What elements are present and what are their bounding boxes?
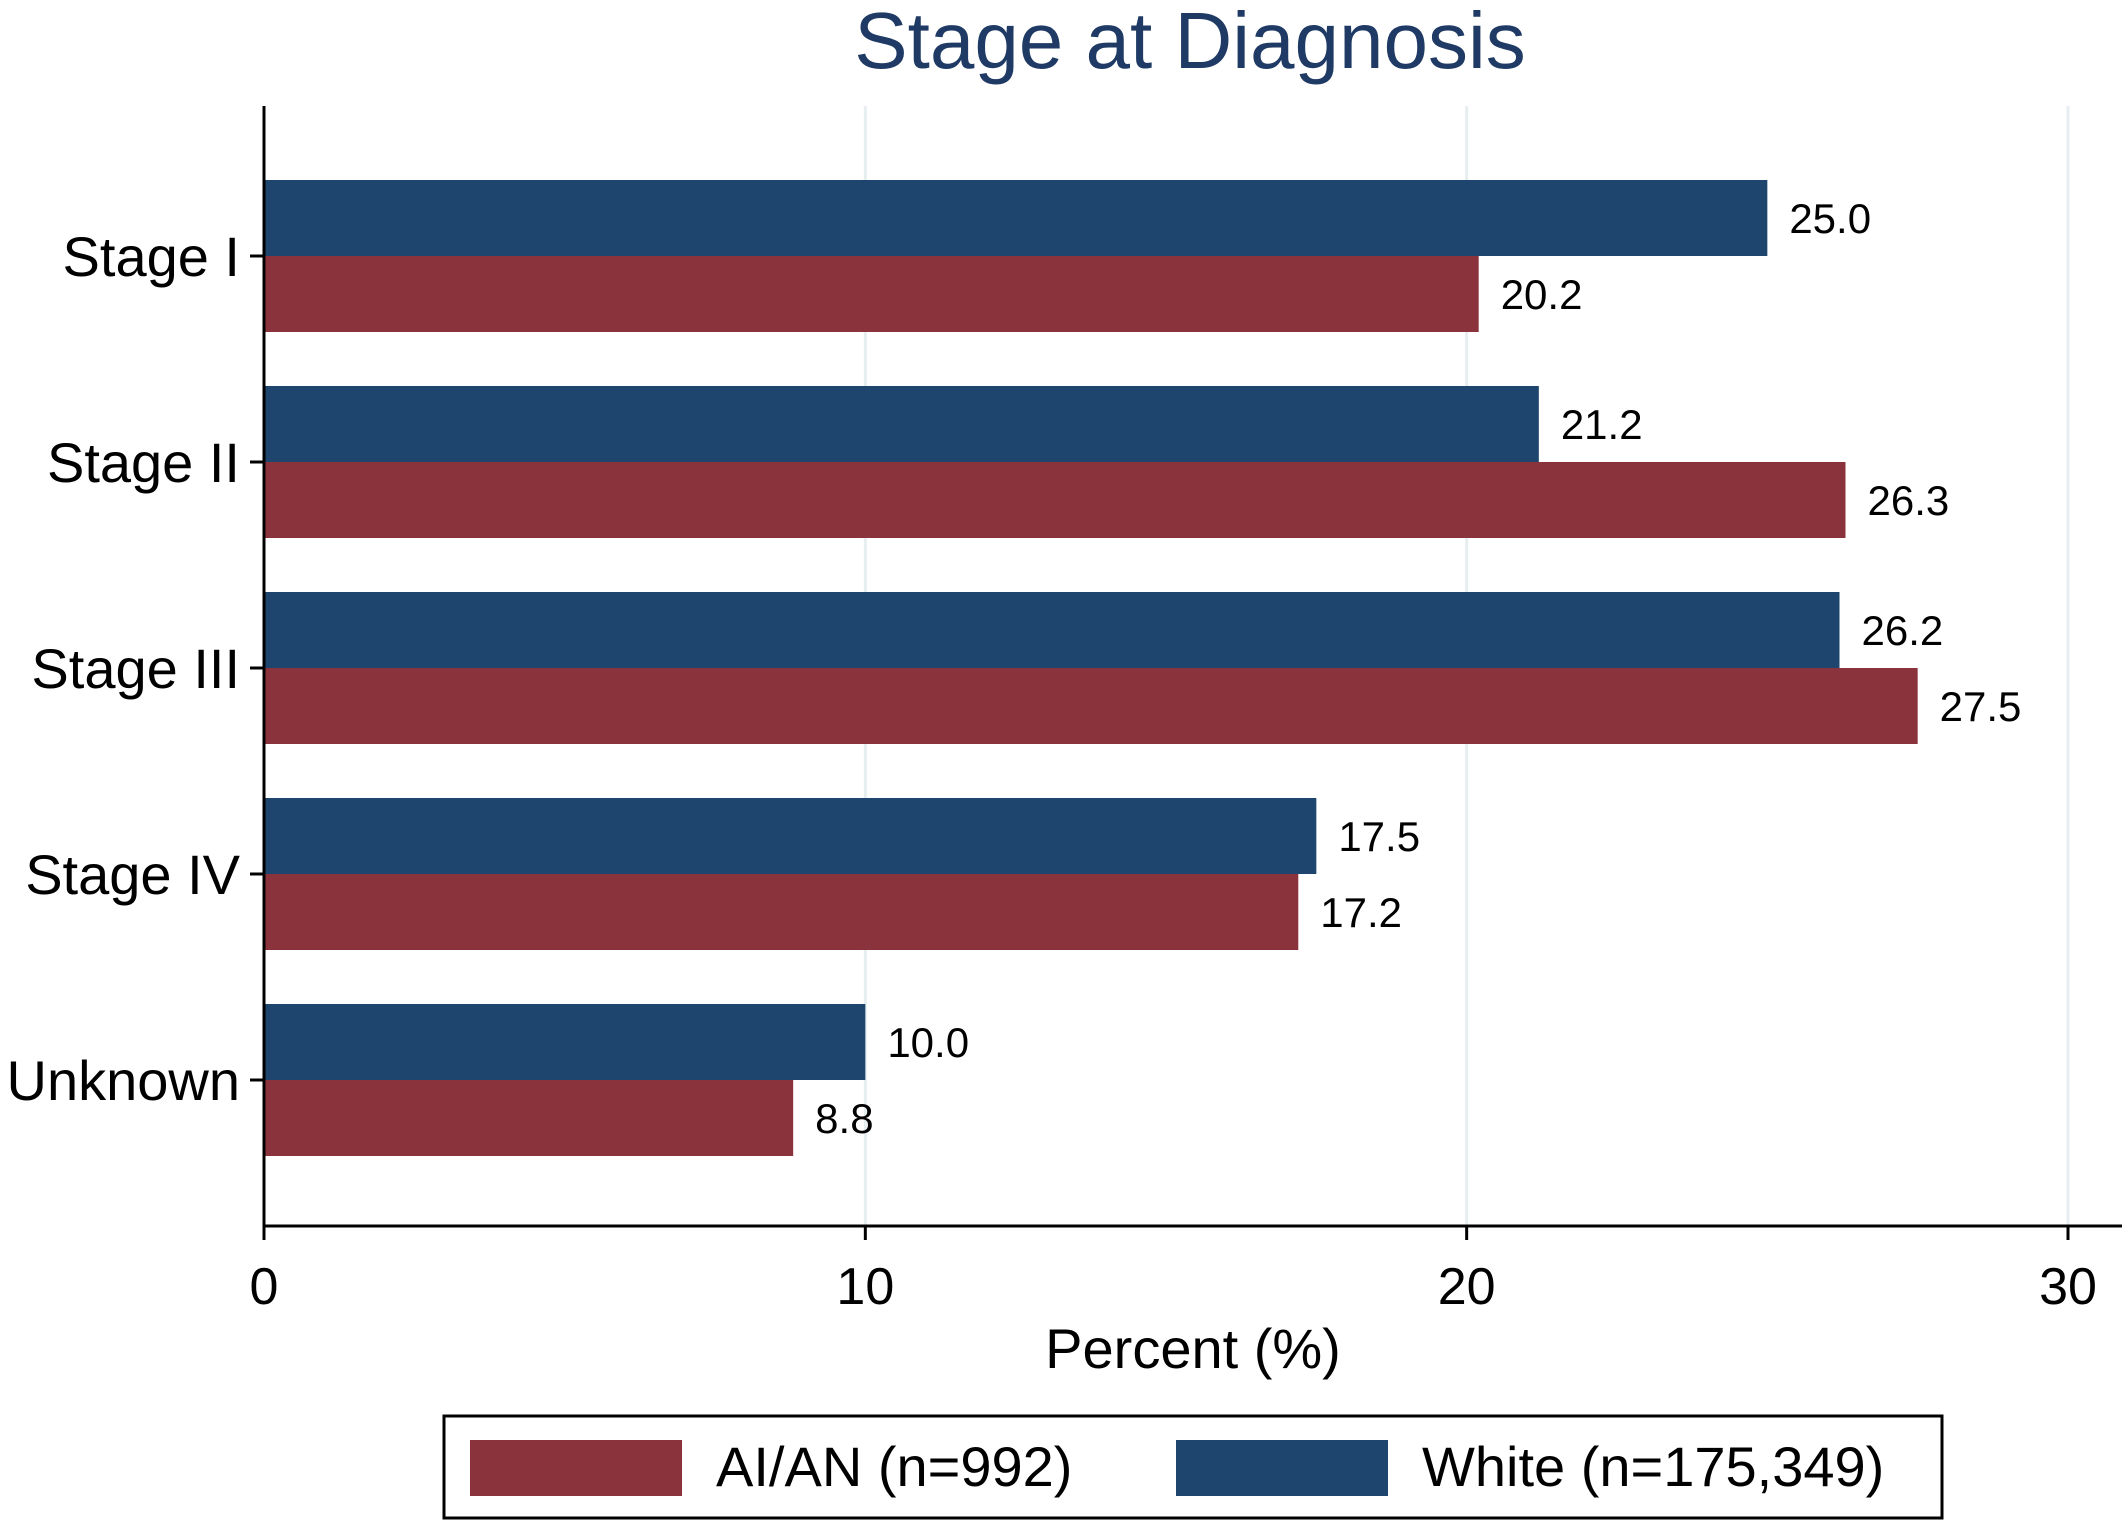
legend-swatch <box>470 1440 682 1496</box>
x-tick-label: 30 <box>2039 1258 2097 1316</box>
value-labels: 25.0 20.2 21.2 26.3 26.2 27.5 17.5 17.2 10.0 8.8 <box>815 195 2021 1142</box>
bar <box>264 386 1539 462</box>
data-label: 26.3 <box>1868 477 1950 524</box>
data-label: 20.2 <box>1501 271 1583 318</box>
legend-swatch <box>1176 1440 1388 1496</box>
x-axis-label: Percent (%) <box>1045 1317 1341 1380</box>
data-label: 8.8 <box>815 1095 873 1142</box>
legend-label: White (n=175,349) <box>1422 1435 1884 1498</box>
bar <box>264 462 1846 538</box>
data-label: 26.2 <box>1861 607 1943 654</box>
x-tick-label: 10 <box>836 1258 894 1316</box>
bar <box>264 874 1299 950</box>
bar <box>264 1004 866 1080</box>
bar <box>264 256 1479 332</box>
bars <box>264 180 1918 1156</box>
data-label: 17.5 <box>1338 813 1420 860</box>
category-label: Stage I <box>63 225 240 288</box>
x-tick-label: 0 <box>250 1258 279 1316</box>
category-label: Unknown <box>7 1049 240 1112</box>
bar <box>264 180 1768 256</box>
data-label: 10.0 <box>887 1019 969 1066</box>
data-label: 25.0 <box>1789 195 1871 242</box>
x-tick-label: 20 <box>1438 1258 1496 1316</box>
data-label: 17.2 <box>1320 889 1402 936</box>
category-label: Stage III <box>31 637 240 700</box>
data-label: 27.5 <box>1940 683 2022 730</box>
legend-label: AI/AN (n=992) <box>716 1435 1072 1498</box>
axes: 0 10 20 30 Stage I Stage II Stage III Stage IV U… <box>7 106 2122 1316</box>
bar <box>264 592 1840 668</box>
data-label: 21.2 <box>1561 401 1643 448</box>
bar <box>264 1080 794 1156</box>
legend: AI/AN (n=992) White (n=175,349) <box>442 1414 1944 1520</box>
chart-title: Stage at Diagnosis <box>854 0 1526 85</box>
category-label: Stage IV <box>25 843 240 906</box>
bar <box>264 668 1918 744</box>
bar <box>264 798 1317 874</box>
category-label: Stage II <box>47 431 240 494</box>
